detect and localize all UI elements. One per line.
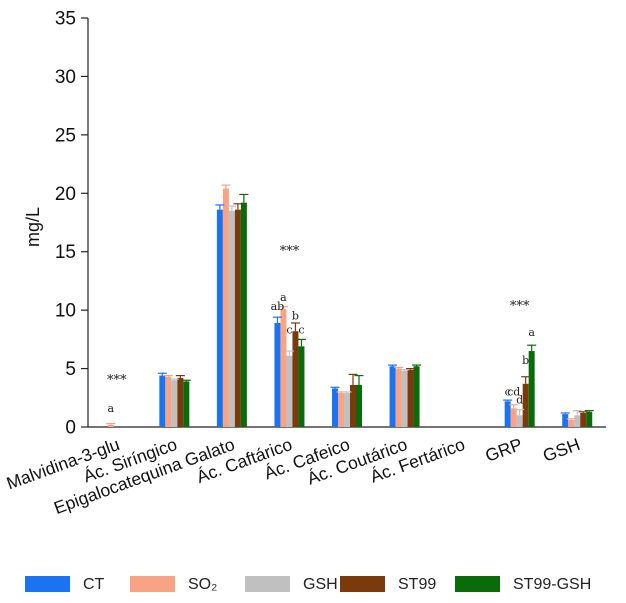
error-bars [106, 184, 594, 425]
significance-letter: ab [271, 300, 285, 313]
legend-label: CT [83, 576, 105, 593]
bar [586, 411, 593, 427]
bar [274, 322, 281, 427]
significance-letter: b [522, 354, 529, 367]
y-tick-label: 10 [55, 301, 76, 322]
legend-label: GSH [303, 576, 338, 593]
y-tick-label: 20 [55, 184, 76, 205]
x-category-label: GRP [483, 434, 525, 466]
significance-letter: c [298, 324, 304, 337]
bar [338, 393, 344, 427]
significance-letter: b [292, 309, 299, 322]
significance-letter: a [107, 402, 114, 415]
bar [574, 415, 581, 427]
bar [107, 424, 114, 427]
bar [516, 415, 523, 427]
bar [350, 384, 356, 427]
significance-stars: *** [280, 244, 300, 259]
legend-swatch [25, 576, 70, 592]
bar [522, 383, 529, 427]
x-category-label: GSH [540, 434, 582, 466]
bar [286, 355, 293, 427]
significance-letter: a [280, 291, 287, 304]
bar [407, 369, 414, 427]
bar [389, 366, 396, 427]
significance-letter: c [505, 385, 511, 398]
y-tick-label: 30 [55, 67, 76, 88]
bar [395, 368, 402, 427]
significance-letter: cd [507, 385, 520, 398]
bar [401, 370, 408, 427]
bar [177, 377, 184, 427]
bar [240, 202, 247, 427]
bar [222, 188, 229, 427]
bar [298, 346, 305, 427]
significance-letter: d [516, 394, 523, 407]
legend-label: SO₂ [188, 576, 217, 593]
bar [528, 351, 535, 427]
bar [356, 384, 362, 427]
bar [504, 401, 511, 427]
bar [159, 375, 166, 427]
y-tick-label: 25 [55, 125, 76, 146]
bar [510, 408, 517, 427]
significance-letter: a [528, 326, 535, 339]
bar [234, 209, 241, 427]
y-tick-label: 15 [55, 242, 76, 263]
bar [332, 388, 338, 427]
bar [580, 412, 587, 427]
bar [292, 331, 299, 427]
bars [107, 188, 593, 427]
y-tick-label: 35 [55, 9, 76, 30]
legend-label: ST99-GSH [513, 576, 591, 593]
bar [568, 419, 575, 427]
bar [562, 414, 569, 427]
bar [216, 209, 223, 427]
significance-stars: *** [107, 373, 127, 388]
y-axis-label: mg/L [23, 207, 43, 247]
legend-swatch [130, 576, 175, 592]
bar [171, 380, 178, 427]
bar [413, 366, 420, 427]
legend-swatch [340, 576, 385, 592]
y-axis: 0 5 10 15 20 25 30 35 [55, 9, 89, 439]
bar [183, 381, 190, 427]
bar [165, 376, 172, 427]
significance-stars: *** [510, 299, 530, 314]
legend-swatch [455, 576, 500, 592]
legend-label: ST99 [398, 576, 436, 593]
significance-letter: c [286, 324, 292, 337]
bar [228, 210, 235, 427]
y-tick-label: 5 [65, 359, 76, 380]
legend-swatch [245, 576, 290, 592]
legend: CT SO₂ GSH ST99 ST99-GSH [25, 576, 591, 593]
bar [280, 308, 287, 427]
y-tick-label: 0 [65, 418, 76, 439]
bar [344, 393, 350, 427]
